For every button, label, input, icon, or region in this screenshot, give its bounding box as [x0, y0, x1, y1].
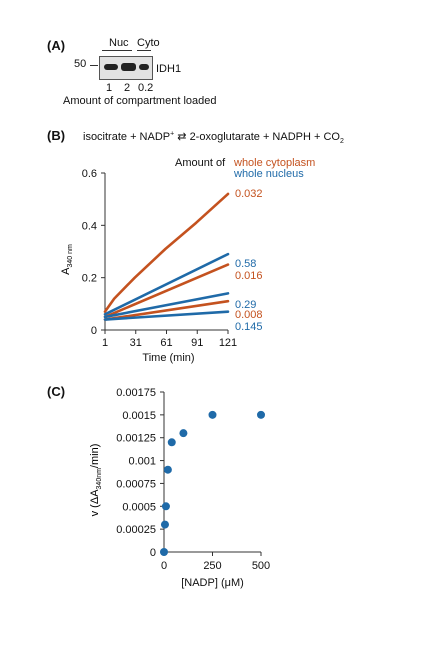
x-tick-label: 250	[203, 560, 221, 572]
y-axis-title: v (ΔA340nm/min)	[89, 444, 103, 517]
protein-label: IDH1	[156, 63, 182, 75]
x-axis-title: Time (min)	[142, 352, 194, 364]
data-point	[161, 502, 170, 511]
data-point	[160, 520, 169, 529]
data-point	[208, 410, 217, 419]
lane-number-1: 1	[106, 82, 113, 94]
equation-products: 2-oxoglutarate + NADPH + CO	[189, 131, 340, 143]
blot-band-lane-3	[139, 64, 149, 70]
series-line-0.145	[103, 310, 230, 321]
lane-number-3: 0.2	[138, 82, 154, 94]
data-point	[167, 438, 176, 447]
x-tick-label: 121	[219, 337, 237, 349]
blot-band-lane-2	[121, 63, 136, 71]
panel-b-label: (B)	[47, 128, 66, 143]
y-tick-label: 0	[91, 325, 97, 337]
data-point	[160, 548, 168, 556]
series-line-0.29	[103, 292, 230, 319]
reaction-equation: isocitrate + NADP+ ⇄ 2-oxoglutarate + NA…	[83, 130, 344, 145]
legend-nucleus: whole nucleus	[234, 168, 304, 180]
absorbance-time-chart: 0 0.2 0.4 0.6 1 31 61 91 121 Time (min) A340 nm 0.0…	[60, 168, 263, 364]
y-tick-label: 0.0005	[122, 501, 156, 513]
y-tick-label: 0.00075	[116, 478, 156, 490]
western-blot	[99, 56, 153, 80]
panel-c-label: (C)	[47, 384, 66, 399]
y-tick-label: 0.4	[82, 220, 97, 232]
lane-number-2: 2	[124, 82, 131, 94]
data-point	[257, 410, 265, 419]
series-label-0.145: 0.145	[235, 321, 263, 333]
y-tick-label: 0	[150, 547, 156, 559]
y-tick-label: 0.00175	[116, 387, 156, 399]
panel-a-label: (A)	[47, 38, 66, 53]
marker-tick	[90, 65, 98, 66]
x-tick-label: 500	[252, 560, 270, 572]
x-tick-label: 1	[102, 337, 108, 349]
equation-substrates: isocitrate + NADP	[83, 131, 171, 143]
data-point	[179, 429, 188, 438]
rate-vs-nadp-chart: 0 0.00025 0.0005 0.00075 0.001 0.00125 0.0015 0…	[89, 387, 270, 589]
equation-plus-charge: +	[170, 130, 175, 138]
series-line-0.008	[103, 299, 230, 321]
molecular-weight-marker: 50	[74, 58, 87, 70]
x-tick-label: 61	[160, 337, 172, 349]
x-axis-title: [NADP] (μM)	[181, 577, 244, 589]
series-label-0.016: 0.016	[235, 270, 263, 282]
series-label-0.032: 0.032	[235, 188, 263, 200]
y-tick-label: 0.001	[128, 456, 156, 468]
x-tick-label: 91	[191, 337, 203, 349]
blot-band-lane-1	[104, 64, 118, 70]
blot-caption: Amount of compartment loaded	[63, 95, 217, 107]
series-label-0.29: 0.29	[235, 299, 256, 311]
data-point	[163, 465, 172, 474]
nuc-lane-label: Nuc	[109, 37, 129, 49]
series-line-0.016	[103, 263, 230, 319]
y-tick-label: 0.00025	[116, 524, 156, 536]
y-tick-label: 0.00125	[116, 433, 156, 445]
x-tick-label: 0	[161, 560, 167, 572]
series-line-0.58	[103, 252, 230, 316]
x-tick-label: 31	[130, 337, 142, 349]
series-line-0.032	[103, 192, 230, 313]
series-label-0.008: 0.008	[235, 309, 263, 321]
legend-heading: Amount of	[175, 157, 226, 169]
equation-co2-subscript: 2	[339, 138, 344, 146]
equilibrium-arrow-icon: ⇄	[177, 131, 187, 143]
legend-cytoplasm: whole cytoplasm	[234, 157, 316, 169]
cyto-bracket	[137, 50, 151, 51]
nuc-bracket	[102, 50, 132, 51]
y-axis-title: A340 nm	[60, 244, 74, 275]
y-tick-label: 0.2	[82, 273, 97, 285]
series-label-0.58: 0.58	[235, 258, 256, 270]
y-tick-label: 0.6	[82, 168, 97, 180]
cyto-lane-label: Cyto	[137, 37, 160, 49]
y-tick-label: 0.0015	[122, 410, 156, 422]
